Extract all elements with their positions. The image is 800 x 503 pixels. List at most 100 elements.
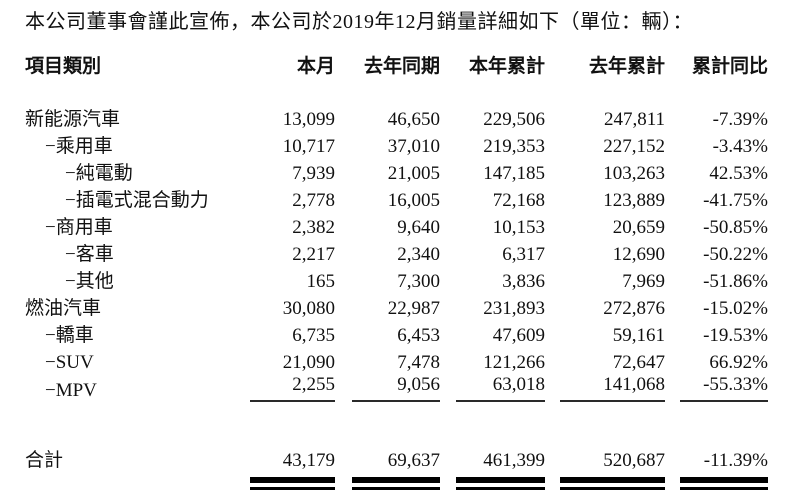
cell-value: 6,317	[502, 244, 545, 265]
cell-value: -15.02%	[703, 298, 768, 319]
cell-value: 219,353	[483, 136, 545, 157]
cell-value: 227,152	[603, 136, 665, 157]
cell-value: 2,778	[292, 190, 335, 211]
table-row: −MPV 2,255 9,056 63,018 141,068 -55.33%	[25, 374, 768, 402]
cell-value: 7,969	[622, 271, 665, 292]
cell-value: -50.85%	[703, 217, 768, 238]
row-label: −MPV	[45, 380, 97, 401]
column-header-ytd-last-year: 去年累計	[588, 56, 665, 77]
cell-value: 47,609	[492, 325, 545, 346]
column-header-current-month: 本月	[296, 56, 335, 77]
cell-value: 46,650	[387, 109, 440, 130]
cell-value: 30,080	[282, 298, 335, 319]
total-value: 43,179	[282, 450, 335, 471]
cell-value: 20,659	[612, 217, 665, 238]
cell-value: 63,018	[456, 374, 545, 402]
double-rule	[352, 477, 440, 490]
header-row: 項目類別 本月 去年同期 本年累計 去年累計 累計同比	[25, 50, 768, 78]
cell-value: 229,506	[483, 109, 545, 130]
row-label: −插電式混合動力	[65, 190, 209, 211]
cell-value: -19.53%	[703, 325, 768, 346]
cell-value: 9,640	[397, 217, 440, 238]
row-label: 燃油汽車	[25, 298, 102, 319]
cell-value: 141,068	[560, 374, 665, 402]
cell-value: 272,876	[603, 298, 665, 319]
footer-spacer	[25, 402, 768, 444]
cell-value: 2,340	[397, 244, 440, 265]
cell-value: -3.43%	[712, 136, 768, 157]
intro-paragraph: 本公司董事會謹此宣佈，本公司於2019年12月銷量詳細如下（單位：輛）：	[25, 11, 693, 33]
row-label: −純電動	[65, 163, 133, 184]
cell-value: 7,478	[397, 352, 440, 373]
cell-value: 3,836	[502, 271, 545, 292]
table-row: −SUV 21,090 7,478 121,266 72,647 66.92%	[25, 347, 768, 374]
cell-value: 7,939	[292, 163, 335, 184]
table-body: 新能源汽車 13,099 46,650 229,506 247,811 -7.39% −乘用…	[25, 104, 768, 402]
cell-value: 21,090	[282, 352, 335, 373]
column-header-category: 項目類別	[25, 56, 102, 77]
table-row: 新能源汽車 13,099 46,650 229,506 247,811 -7.39%	[25, 104, 768, 131]
sales-table: 項目類別 本月 去年同期 本年累計 去年累計 累計同比 新能源汽車 13,099 4…	[25, 50, 768, 490]
row-label: −商用車	[45, 217, 113, 238]
double-rule	[250, 477, 335, 490]
cell-value: 21,005	[387, 163, 440, 184]
cell-value: 22,987	[387, 298, 440, 319]
total-value: 520,687	[603, 450, 665, 471]
cell-value: 12,690	[612, 244, 665, 265]
cell-value: 121,266	[483, 352, 545, 373]
cell-value: -50.22%	[703, 244, 768, 265]
total-label: 合計	[25, 450, 64, 471]
table-row: −轎車 6,735 6,453 47,609 59,161 -19.53%	[25, 320, 768, 347]
cell-value: 2,217	[292, 244, 335, 265]
cell-value: 6,735	[292, 325, 335, 346]
header-spacer	[25, 78, 768, 104]
table-row: −乘用車 10,717 37,010 219,353 227,152 -3.43%	[25, 131, 768, 158]
double-rule	[560, 477, 665, 490]
table-row: −商用車 2,382 9,640 10,153 20,659 -50.85%	[25, 212, 768, 239]
table-row: 燃油汽車 30,080 22,987 231,893 272,876 -15.02%	[25, 293, 768, 320]
table-row: −插電式混合動力 2,778 16,005 72,168 123,889 -41.75%	[25, 185, 768, 212]
total-value: -11.39%	[703, 450, 768, 471]
cell-value: 123,889	[603, 190, 665, 211]
cell-value: 231,893	[483, 298, 545, 319]
cell-value: 10,153	[492, 217, 545, 238]
row-label: −其他	[65, 271, 114, 292]
cell-value: 103,263	[603, 163, 665, 184]
cell-value: -55.33%	[680, 374, 768, 402]
row-label: 新能源汽車	[25, 109, 121, 130]
cell-value: -41.75%	[703, 190, 768, 211]
column-header-ytd-yoy-change: 累計同比	[691, 56, 768, 77]
table-row: −客車 2,217 2,340 6,317 12,690 -50.22%	[25, 239, 768, 266]
total-value: 461,399	[483, 450, 545, 471]
double-rule	[456, 477, 545, 490]
total-row: 合計 43,179 69,637 461,399 520,687 -11.39%	[25, 444, 768, 472]
table-row: −純電動 7,939 21,005 147,185 103,263 42.53%	[25, 158, 768, 185]
cell-value: 13,099	[282, 109, 335, 130]
cell-value: 72,168	[492, 190, 545, 211]
double-rule	[680, 477, 768, 490]
cell-value: -7.39%	[712, 109, 768, 130]
total-value: 69,637	[387, 450, 440, 471]
cell-value: 2,382	[292, 217, 335, 238]
cell-value: 247,811	[603, 109, 665, 130]
cell-value: 7,300	[397, 271, 440, 292]
cell-value: 59,161	[612, 325, 665, 346]
row-label: −客車	[65, 244, 114, 265]
row-label: −乘用車	[45, 136, 113, 157]
cell-value: 165	[306, 271, 336, 292]
cell-value: 72,647	[612, 352, 665, 373]
cell-value: 2,255	[250, 374, 335, 402]
table-footer: 合計 43,179 69,637 461,399 520,687 -11.39%	[25, 402, 768, 490]
table-row: −其他 165 7,300 3,836 7,969 -51.86%	[25, 266, 768, 293]
cell-value: 16,005	[387, 190, 440, 211]
cell-value: 42.53%	[709, 163, 768, 184]
cell-value: 6,453	[397, 325, 440, 346]
cell-value: 37,010	[387, 136, 440, 157]
cell-value: 9,056	[352, 374, 440, 402]
total-rule-row	[25, 472, 768, 490]
row-label: −轎車	[45, 325, 94, 346]
table-header: 項目類別 本月 去年同期 本年累計 去年累計 累計同比	[25, 50, 768, 104]
cell-value: 10,717	[282, 136, 335, 157]
row-label: −SUV	[45, 352, 94, 373]
